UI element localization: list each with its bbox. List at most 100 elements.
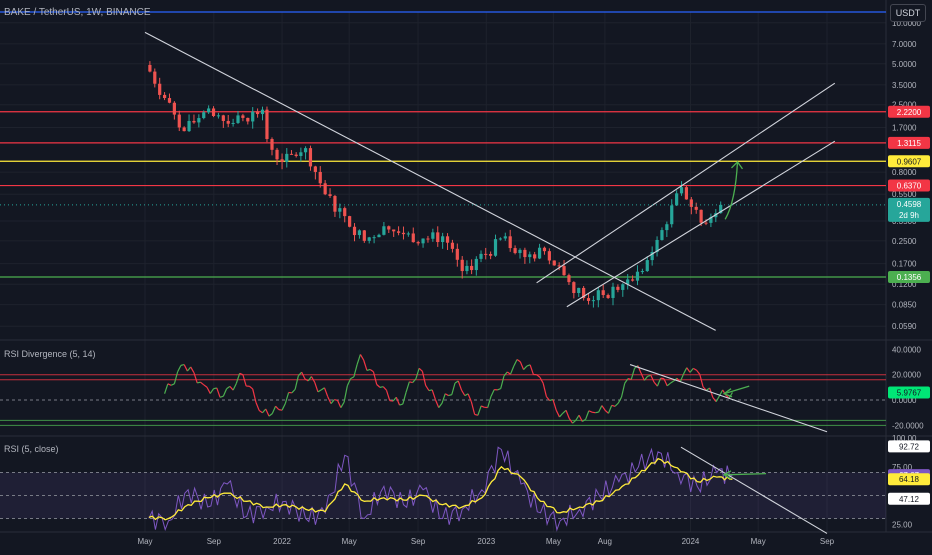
divergence-segment [654, 382, 657, 386]
candle-body [241, 115, 244, 118]
candle-body [153, 72, 156, 84]
last-price-label: 0.4598 [897, 200, 922, 209]
candle-body [417, 242, 420, 243]
candle-body [543, 248, 546, 251]
divergence-segment [458, 381, 461, 390]
candle-body [368, 237, 371, 240]
trend-line [145, 32, 716, 330]
divergence-segment [184, 365, 187, 372]
divergence-segment [432, 390, 435, 400]
candle-body [558, 265, 561, 266]
candle-body [484, 254, 487, 255]
candle-body [562, 266, 565, 275]
price-tick-label: 1.7000 [892, 124, 917, 133]
candle-body [660, 230, 663, 240]
candle-body [670, 205, 673, 224]
divergence-segment [612, 405, 615, 406]
divergence-segment [599, 406, 602, 413]
divergence-segment [256, 402, 259, 410]
divergence-segment [576, 415, 579, 420]
divergence-segment [165, 384, 168, 394]
candle-body [675, 193, 678, 205]
candle-body [641, 271, 644, 272]
divergence-segment [683, 368, 686, 374]
divergence-segment [351, 377, 354, 379]
divergence-segment [370, 369, 373, 371]
currency-button[interactable]: USDT [890, 4, 926, 22]
divergence-segment [511, 366, 514, 374]
level-price-tag-label: 2.2200 [897, 108, 922, 117]
divergence-segment [276, 406, 279, 409]
rsi-label[interactable]: RSI (5, close) [4, 444, 59, 454]
time-tick-label: 2022 [273, 537, 291, 546]
divergence-segment [191, 367, 194, 373]
candle-body [602, 290, 605, 295]
candle-body [178, 115, 181, 128]
price-tick-label: 0.0590 [892, 322, 917, 331]
divergence-segment [422, 371, 425, 385]
divergence-segment [181, 365, 184, 366]
candle-body [577, 288, 580, 293]
divergence-segment [445, 394, 448, 396]
candle-body [621, 284, 624, 290]
candle-body [222, 115, 225, 121]
candle-body [232, 123, 235, 124]
divergence-segment [426, 385, 429, 390]
divergence-segment [452, 383, 455, 395]
candle-body [567, 275, 570, 282]
candle-body [665, 224, 668, 230]
candle-body [251, 111, 254, 121]
candle-body [504, 236, 507, 238]
divergence-segment [687, 368, 690, 373]
candle-body [217, 115, 220, 116]
divergence-segment [338, 400, 341, 407]
candle-body [207, 108, 210, 112]
divergence-segment [605, 410, 608, 413]
candle-body [616, 287, 619, 290]
candle-body [685, 187, 688, 199]
divergence-segment [174, 372, 177, 384]
divergence-segment [641, 373, 644, 380]
divergence-segment [220, 396, 223, 397]
divergence-segment [227, 386, 230, 388]
candle-body [695, 207, 698, 210]
price-tick-label: 0.2500 [892, 237, 917, 246]
divergence-segment [230, 386, 233, 390]
divergence-segment [285, 393, 288, 404]
divergence-segment [563, 410, 566, 413]
candle-body [611, 287, 614, 298]
divergence-segment [210, 389, 213, 394]
price-tick-label: 3.5000 [892, 81, 917, 90]
candle-body [397, 231, 400, 232]
candle-body [513, 248, 516, 253]
divergence-segment [497, 389, 500, 390]
candle-body [436, 232, 439, 242]
candle-body [421, 239, 424, 244]
candle-body [353, 227, 356, 235]
candle-body [646, 260, 649, 271]
divergence-segment [491, 390, 494, 397]
divergence-segment [442, 394, 445, 404]
time-tick-label: May [342, 537, 357, 546]
candle-body [451, 243, 454, 249]
time-tick-label: May [137, 537, 152, 546]
symbol-title[interactable]: BAKE / TetherUS, 1W, BINANCE [4, 7, 151, 18]
divergence-segment [595, 412, 598, 413]
candle-body [236, 115, 239, 123]
divergence-segment [318, 390, 321, 392]
divergence-segment [586, 411, 589, 420]
divergence-segment [471, 402, 474, 415]
candle-body [270, 139, 273, 150]
price-tick-label: 0.0850 [892, 301, 917, 310]
divergence-segment [168, 384, 171, 385]
divergence-segment [380, 387, 383, 388]
candle-body [256, 111, 259, 114]
candle-body [333, 196, 336, 212]
candle-body [479, 254, 482, 259]
candle-body [309, 148, 312, 166]
divergence-segment [406, 382, 409, 392]
candle-body [533, 254, 536, 258]
rsi-divergence-label[interactable]: RSI Divergence (5, 14) [4, 349, 96, 359]
divergence-segment [302, 372, 305, 379]
